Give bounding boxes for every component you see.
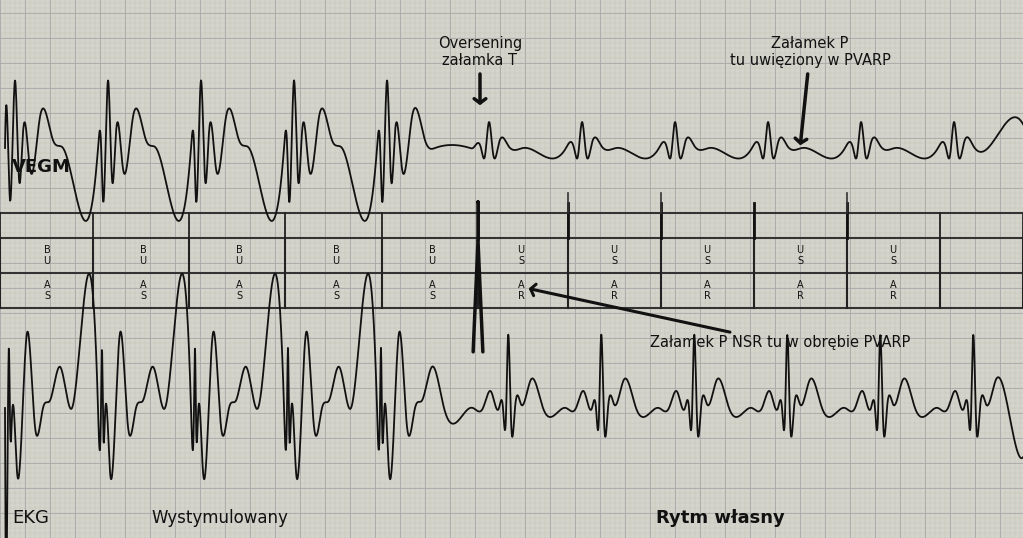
- Text: A
S: A S: [332, 280, 340, 301]
- Text: A
S: A S: [235, 280, 242, 301]
- Text: A
S: A S: [429, 280, 436, 301]
- Text: U
S: U S: [611, 245, 618, 266]
- Text: B
U: B U: [139, 245, 146, 266]
- Text: Wystymulowany: Wystymulowany: [151, 509, 288, 527]
- Text: B
U: B U: [235, 245, 242, 266]
- Text: Załamek P NSR tu w obrębie PVARP: Załamek P NSR tu w obrębie PVARP: [531, 284, 910, 350]
- Text: Załamek P
tu uwięziony w PVARP: Załamek P tu uwięziony w PVARP: [729, 36, 890, 143]
- Text: B
U: B U: [429, 245, 436, 266]
- Text: B
U: B U: [332, 245, 340, 266]
- Text: U
S: U S: [704, 245, 711, 266]
- Text: U
S: U S: [797, 245, 803, 266]
- Text: A
R: A R: [890, 280, 896, 301]
- Text: EKG: EKG: [12, 509, 49, 527]
- Text: A
R: A R: [797, 280, 803, 301]
- Text: A
R: A R: [518, 280, 525, 301]
- Text: Oversening
załamka T: Oversening załamka T: [438, 36, 522, 103]
- Text: A
S: A S: [140, 280, 146, 301]
- Text: U
S: U S: [889, 245, 896, 266]
- Text: A
R: A R: [611, 280, 618, 301]
- Text: Rytm własny: Rytm własny: [656, 509, 785, 527]
- Text: B
U: B U: [43, 245, 50, 266]
- Text: U
S: U S: [518, 245, 525, 266]
- Text: VEGM: VEGM: [12, 158, 71, 176]
- Text: A
R: A R: [704, 280, 710, 301]
- Text: A
S: A S: [44, 280, 50, 301]
